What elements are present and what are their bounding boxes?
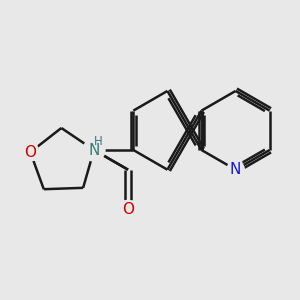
Text: O: O xyxy=(122,202,134,217)
Circle shape xyxy=(22,144,39,161)
Text: N: N xyxy=(88,142,100,158)
Circle shape xyxy=(119,200,137,218)
Text: O: O xyxy=(24,145,36,160)
Circle shape xyxy=(83,139,105,161)
Text: N: N xyxy=(230,162,241,177)
Circle shape xyxy=(227,161,244,178)
Text: H: H xyxy=(94,135,103,148)
